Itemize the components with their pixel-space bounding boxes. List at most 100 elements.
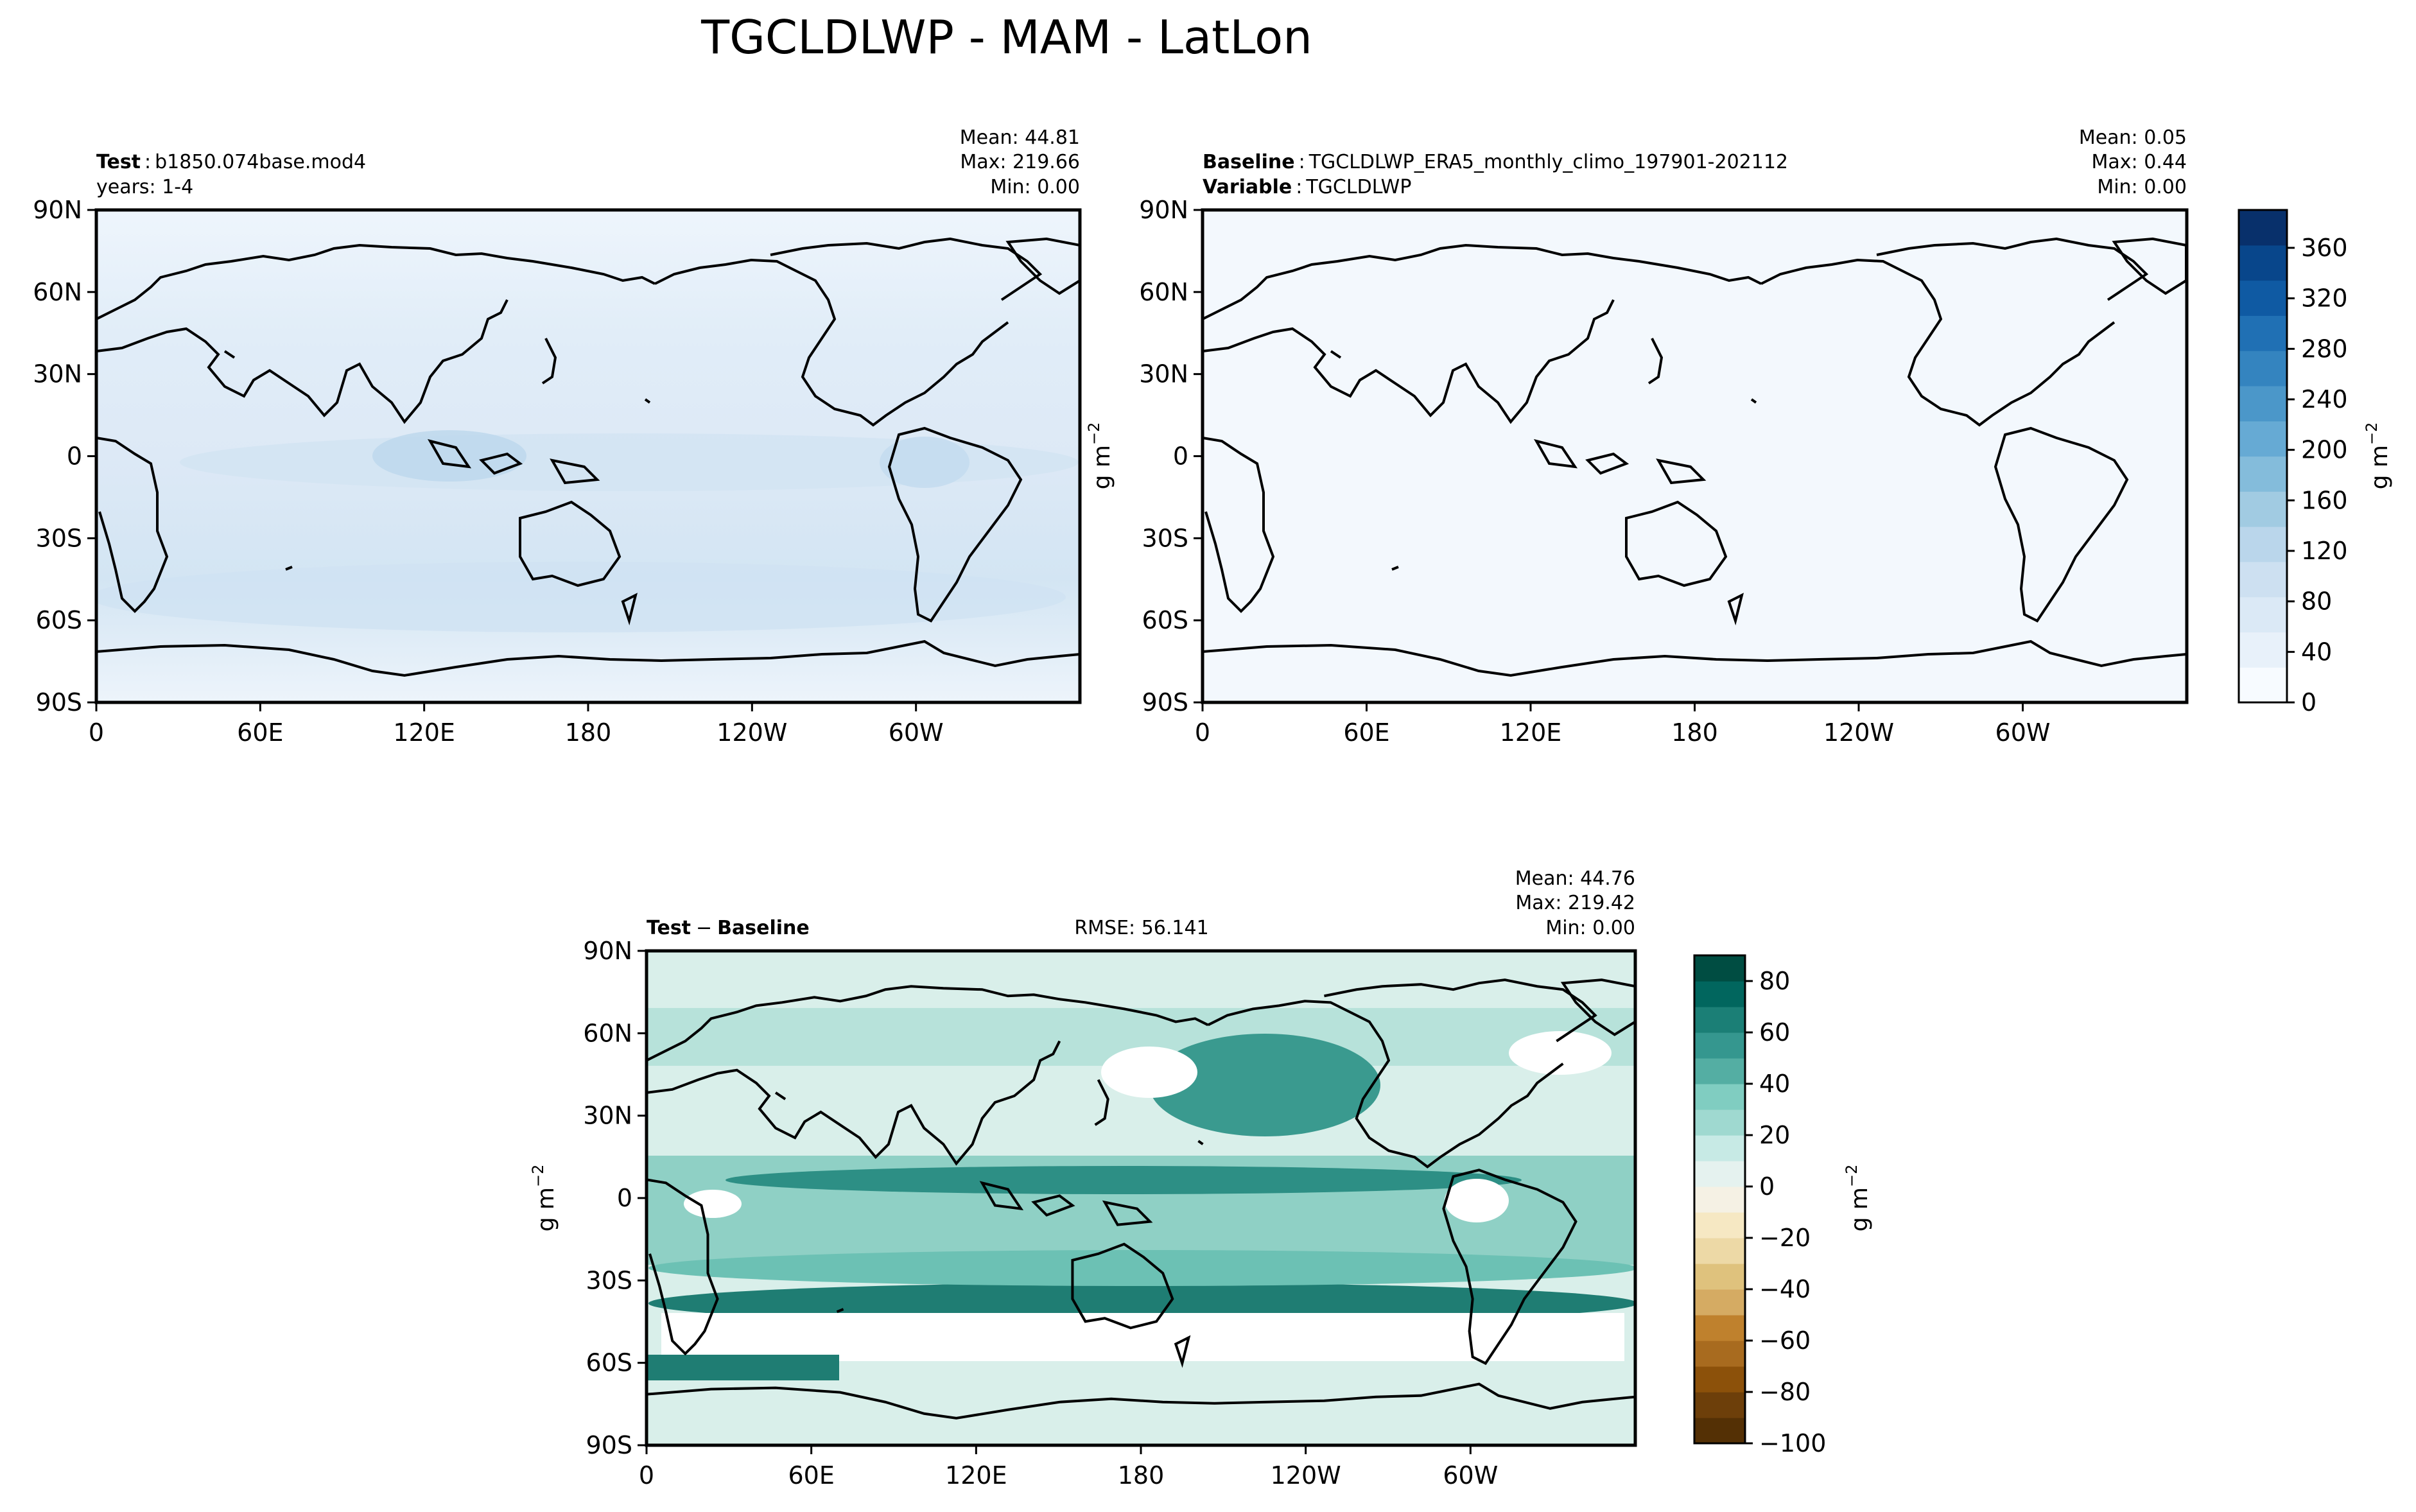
colorbar-diff-level	[1694, 981, 1745, 1007]
test-min: Min: 0.00	[990, 176, 1080, 198]
diff-units-label: g m−2	[529, 1165, 559, 1232]
colorbar-diff-tick-label: −40	[1759, 1275, 1811, 1303]
baseline-ytick-label: 30N	[1139, 360, 1188, 388]
test-ytick-label: 0	[67, 442, 82, 471]
baseline-ytick-label: 60S	[1142, 606, 1188, 634]
colorbar-diff-level	[1694, 1418, 1745, 1444]
diff-xtick-label: 180	[1118, 1461, 1165, 1490]
diff-ytick-label: 60S	[586, 1349, 632, 1377]
baseline-xtick-label: 60W	[1995, 718, 2051, 747]
colorbar-diff-levels	[1694, 955, 1745, 1444]
colorbar-main-tick-label: 240	[2301, 385, 2348, 413]
colorbar-main-level	[2239, 632, 2287, 668]
test-xtick-label: 120W	[717, 718, 787, 747]
diff-ytick-label: 30N	[583, 1102, 632, 1130]
test-southern-band	[96, 562, 1066, 632]
colorbar-main-tick-label: 40	[2301, 638, 2332, 666]
colorbar-main-tick-label: 280	[2301, 335, 2348, 363]
colorbar-diff-level	[1694, 1109, 1745, 1136]
baseline-mean: Mean: 0.05	[2079, 126, 2187, 149]
diff-xtick-label: 120W	[1271, 1461, 1341, 1490]
panel-baseline: Baseline: TGCLDLWP_ERA5_monthly_climo_197…	[1085, 126, 2189, 747]
baseline-ticks: 0 60E 120E 180 120W 60W 90N 60N 30N 0 30S 60S 90S	[1139, 196, 2050, 747]
test-years: years: 1-4	[96, 176, 193, 198]
colorbar-main-level	[2239, 385, 2287, 422]
test-mean: Mean: 44.81	[960, 126, 1080, 149]
test-ytick-label: 30S	[36, 524, 82, 552]
colorbar-main-tick-label: 0	[2301, 688, 2316, 717]
diff-xtick-label: 60E	[788, 1461, 834, 1490]
colorbar-main-tick-label: 160	[2301, 486, 2348, 514]
colorbar-main-level	[2239, 210, 2287, 246]
baseline-max: Max: 0.44	[2092, 151, 2187, 173]
baseline-field	[1203, 210, 2187, 702]
colorbar-main-units: g m−2	[2363, 422, 2393, 490]
colorbar-diff-tick-label: 60	[1759, 1018, 1790, 1047]
diff-max: Max: 219.42	[1515, 892, 1635, 914]
test-xtick-label: 60W	[889, 718, 944, 747]
colorbar-diff-level	[1694, 1084, 1745, 1110]
colorbar-diff-ticks: 80 60 40 20 0 −20 −40 −60 −80 −100	[1745, 967, 1826, 1457]
colorbar-diff-level	[1694, 1212, 1745, 1238]
colorbar-diff-tick-label: −20	[1759, 1224, 1811, 1252]
baseline-ytick-label: 60N	[1139, 278, 1188, 306]
colorbar-main-level	[2239, 245, 2287, 281]
test-xtick-label: 0	[89, 718, 104, 747]
colorbar-diff-tick-label: 20	[1759, 1121, 1790, 1149]
diff-ytick-label: 30S	[586, 1266, 632, 1294]
test-amazon	[880, 437, 969, 488]
colorbar-diff-level	[1694, 1032, 1745, 1059]
colorbar-diff-units: g m−2	[1843, 1165, 1873, 1232]
colorbar-diff-tick-label: 40	[1759, 1070, 1790, 1098]
test-xtick-label: 120E	[393, 718, 455, 747]
colorbar-diff-level	[1694, 1238, 1745, 1264]
colorbar-diff-level	[1694, 1341, 1745, 1367]
diff-ytick-label: 0	[617, 1184, 632, 1212]
diff-mask-south	[661, 1313, 1624, 1361]
test-xtick-label: 180	[565, 718, 612, 747]
test-xtick-label: 60E	[237, 718, 283, 747]
baseline-units-label: g m−2	[1085, 422, 1115, 490]
baseline-min: Min: 0.00	[2097, 176, 2187, 198]
diff-ytick-label: 90S	[586, 1431, 632, 1459]
colorbar-main-level	[2239, 667, 2287, 703]
colorbar-main-level	[2239, 561, 2287, 598]
colorbar-diff-level	[1694, 1392, 1745, 1418]
colorbar-diff-tick-label: 0	[1759, 1172, 1775, 1201]
colorbar-main-level	[2239, 526, 2287, 562]
colorbar-diff-tick-label: 80	[1759, 967, 1790, 995]
test-ytick-label: 90S	[36, 688, 82, 717]
diff-mean: Mean: 44.76	[1515, 867, 1635, 890]
diff-label: Test − Baseline	[647, 917, 810, 939]
baseline-ytick-label: 90N	[1139, 196, 1188, 224]
diff-rmse: RMSE: 56.141	[1074, 917, 1208, 939]
diff-mask-amazon	[1445, 1179, 1509, 1222]
colorbar-diff-level	[1694, 1058, 1745, 1084]
test-ytick-label: 60N	[33, 278, 82, 306]
baseline-xtick-label: 60E	[1343, 718, 1389, 747]
diff-ytick-label: 90N	[583, 937, 632, 965]
diff-pacific-north	[1149, 1034, 1380, 1136]
diff-mask-npacific	[1101, 1047, 1197, 1098]
colorbar-diff: 80 60 40 20 0 −20 −40 −60 −80 −100 g m−2	[1693, 954, 1873, 1457]
diff-mask-natlantic	[1509, 1031, 1612, 1075]
colorbar-main-frame	[2238, 209, 2288, 704]
colorbar-diff-level	[1694, 1135, 1745, 1161]
colorbar-main-level	[2239, 491, 2287, 527]
colorbar-main-level	[2239, 315, 2287, 351]
test-ticks: 0 60E 120E 180 120W 60W 90N 60N 30N 0 30S 60S 90S	[33, 196, 943, 747]
colorbar-main-tick-label: 200	[2301, 436, 2348, 464]
colorbar-main-level	[2239, 421, 2287, 457]
colorbar-main-tick-label: 320	[2301, 284, 2348, 313]
colorbar-main-tick-label: 120	[2301, 537, 2348, 565]
test-warm-pool	[372, 430, 526, 482]
baseline-ytick-label: 0	[1173, 442, 1188, 471]
colorbar-main-tick-label: 80	[2301, 587, 2332, 616]
colorbar-diff-level	[1694, 1007, 1745, 1033]
diff-xtick-label: 0	[639, 1461, 654, 1490]
diff-band-60s	[647, 1355, 839, 1380]
colorbar-diff-tick-label: −80	[1759, 1378, 1811, 1406]
colorbar-main-level	[2239, 596, 2287, 633]
colorbar-diff-tick-label: −60	[1759, 1326, 1811, 1355]
